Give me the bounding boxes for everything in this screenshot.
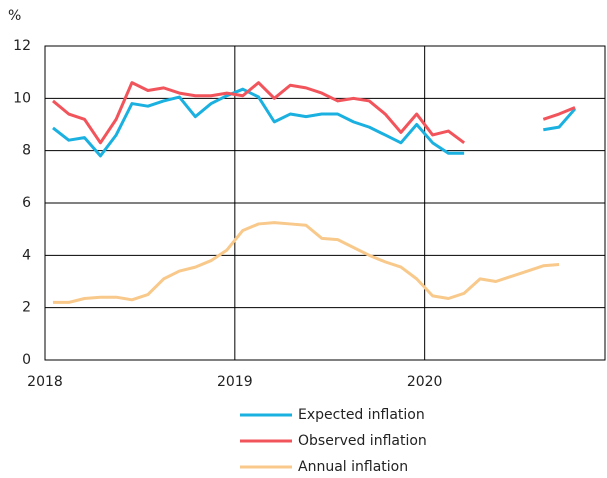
- y-tick-label: 6: [22, 195, 31, 211]
- line-series: [52, 221, 560, 304]
- line-series: [52, 87, 577, 158]
- y-tick-label: 0: [22, 352, 31, 368]
- y-tick-label: 12: [13, 38, 31, 54]
- y-tick-label: 8: [22, 143, 31, 159]
- x-tick-label: 2018: [27, 374, 63, 390]
- y-tick-label: 4: [22, 247, 31, 263]
- x-tick-label: 2019: [217, 374, 253, 390]
- legend-label: Annual inflation: [298, 459, 408, 475]
- legend-label: Observed inflation: [298, 433, 427, 449]
- x-tick-label: 2020: [407, 374, 443, 390]
- y-axis-label: %: [8, 8, 21, 24]
- y-tick-label: 10: [13, 90, 31, 106]
- y-tick-label: 2: [22, 300, 31, 316]
- legend-label: Expected inflation: [298, 407, 425, 423]
- line-series: [52, 81, 576, 145]
